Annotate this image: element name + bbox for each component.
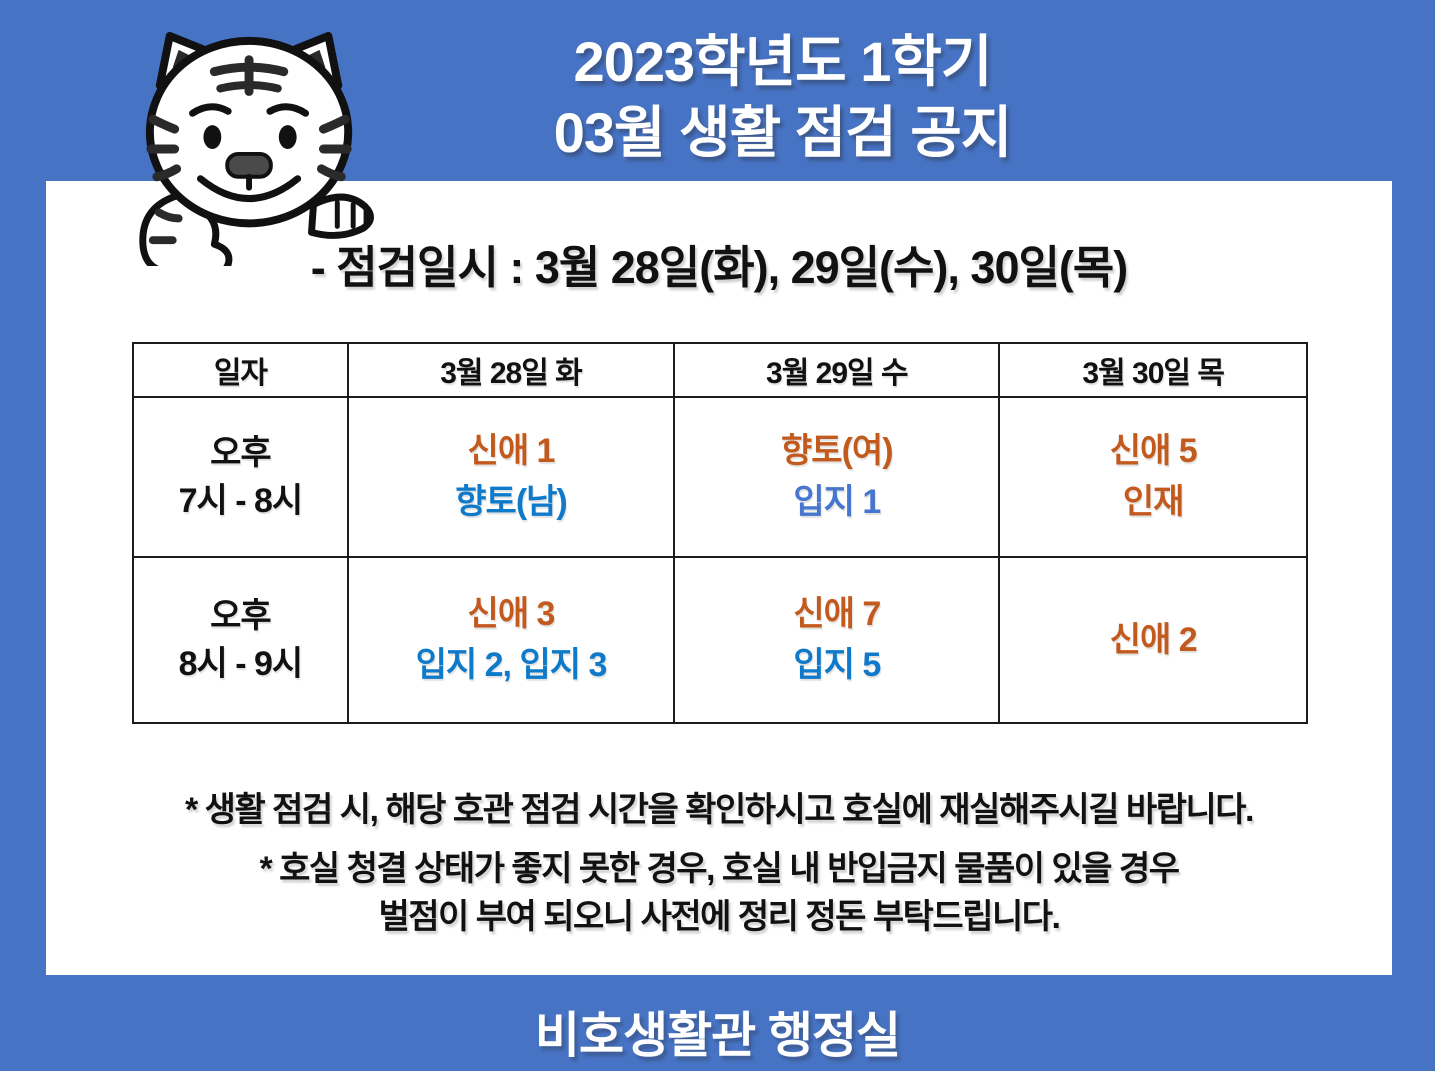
table-row: 오후 8시 - 9시 신애 3 입지 2, 입지 3 신애 7 입지 5 신애 2 — [132, 556, 1308, 724]
cell-line: 향토(남) — [455, 483, 567, 521]
note-penalty-line2: 벌점이 부여 되오니 사전에 정리 정돈 부탁드립니다. — [378, 898, 1061, 937]
cell-line: 신애 3 — [467, 595, 556, 633]
note-reminder: * 생활 점검 시, 해당 호관 점검 시간을 확인하시고 호실에 재실해주시길… — [185, 791, 1255, 829]
time-slot-cell: 오후 8시 - 9시 — [132, 556, 349, 724]
content-panel: - 점검일시 : 3월 28일(화), 29일(수), 30일(목) 일자 3월… — [46, 181, 1392, 975]
cell-line: 향토(여) — [781, 432, 893, 470]
footer-office-name: 비호생활관 행정실 — [534, 1009, 901, 1063]
schedule-cell: 향토(여) 입지 1 — [673, 396, 1001, 558]
page-title-line1: 2023학년도 1학기 — [573, 30, 993, 93]
cell-line: 입지 1 — [793, 483, 881, 521]
time-slot-cell: 오후 7시 - 8시 — [132, 396, 349, 558]
col-header-mar-30: 3월 30일 목 — [998, 342, 1308, 398]
table-header-row: 일자 3월 28일 화 3월 29일 수 3월 30일 목 — [132, 342, 1308, 398]
col-header-date: 일자 — [132, 342, 349, 398]
time-line: 오후 — [210, 433, 272, 472]
inspection-schedule-line: - 점검일시 : 3월 28일(화), 29일(수), 30일(목) — [310, 242, 1129, 293]
schedule-cell: 신애 2 — [998, 556, 1308, 724]
cell-line: 신애 7 — [793, 595, 881, 633]
col-header-mar-29: 3월 29일 수 — [673, 342, 1001, 398]
tiger-mascot-icon — [139, 31, 374, 266]
cell-line: 인재 — [1122, 483, 1185, 521]
page-title: 2023학년도 1학기 03월 생활 점검 공지 — [130, 26, 1435, 168]
col-header-mar-28: 3월 28일 화 — [346, 342, 676, 398]
schedule-cell: 신애 7 입지 5 — [673, 556, 1001, 724]
cell-line: 신애 1 — [467, 432, 556, 470]
cell-line: 입지 5 — [793, 646, 881, 684]
table-row: 오후 7시 - 8시 신애 1 향토(남) 향토(여) 입지 1 신애 5 인재 — [132, 396, 1308, 558]
cell-line: 신애 5 — [1109, 432, 1198, 470]
time-line: 오후 — [210, 596, 272, 635]
inspection-table: 일자 3월 28일 화 3월 29일 수 3월 30일 목 오후 7시 - 8시… — [132, 342, 1308, 724]
schedule-cell: 신애 3 입지 2, 입지 3 — [346, 556, 676, 724]
cell-line: 입지 2, 입지 3 — [415, 646, 608, 684]
time-line: 7시 - 8시 — [178, 482, 304, 520]
time-line: 8시 - 9시 — [178, 645, 304, 683]
schedule-cell: 신애 1 향토(남) — [346, 396, 676, 558]
note-penalty-line1: * 호실 청결 상태가 좋지 못한 경우, 호실 내 반입금지 물품이 있을 경… — [259, 850, 1180, 888]
cell-line: 신애 2 — [1109, 620, 1198, 659]
page-title-line2: 03월 생활 점검 공지 — [553, 101, 1013, 165]
note-penalty: * 호실 청결 상태가 좋지 못한 경우, 호실 내 반입금지 물품이 있을 경… — [46, 845, 1392, 942]
schedule-cell: 신애 5 인재 — [998, 396, 1308, 558]
